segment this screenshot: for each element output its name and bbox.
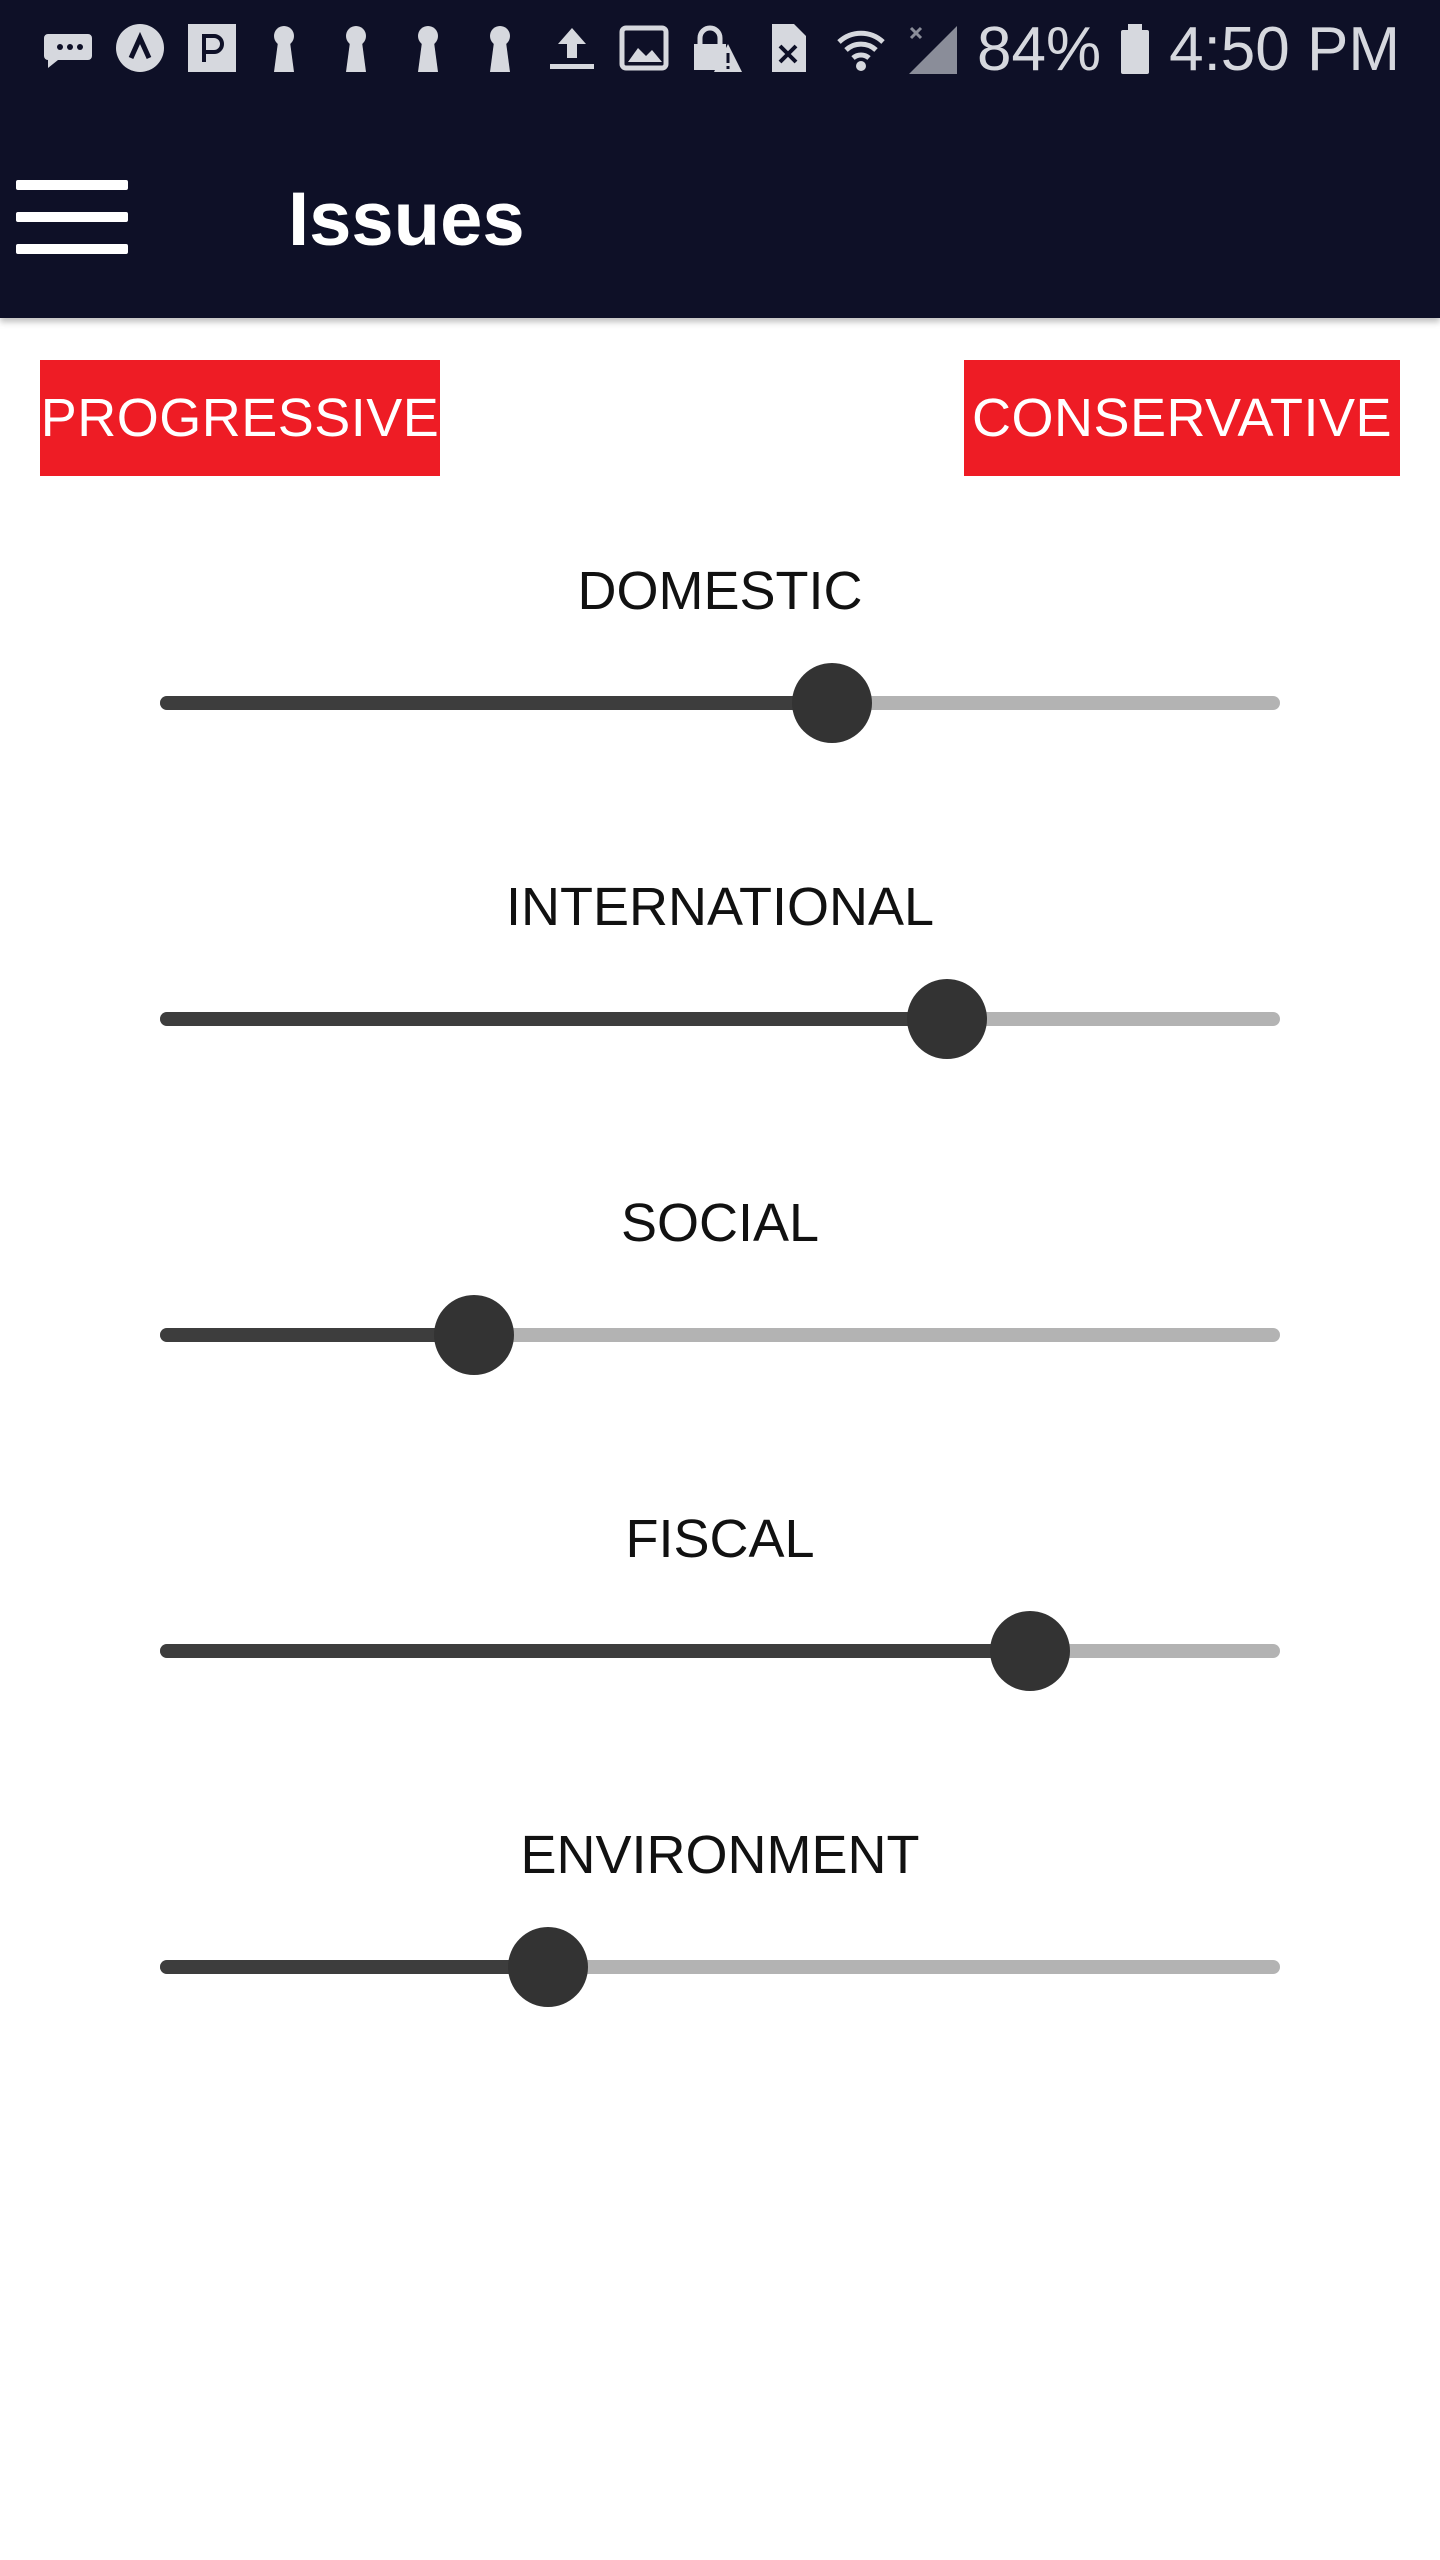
slider-thumb[interactable]: [792, 663, 872, 743]
keyhole-icon: [400, 20, 456, 76]
keyhole-icon: [256, 20, 312, 76]
slider-label: DOMESTIC: [577, 561, 863, 621]
slider-fill: [160, 696, 832, 710]
keyhole-icon: [328, 20, 384, 76]
slider-fill: [160, 1328, 474, 1342]
keyhole-icon: [472, 20, 528, 76]
slider-track[interactable]: [160, 663, 1280, 743]
slider-label: SOCIAL: [620, 1193, 820, 1253]
slider-thumb[interactable]: [990, 1611, 1071, 1691]
system-status: 84% 4:50 PM: [833, 14, 1400, 86]
slider-track[interactable]: [160, 1295, 1280, 1375]
lock-warning-icon: [688, 20, 744, 76]
conservative-button[interactable]: CONSERVATIVE: [964, 360, 1400, 476]
slider-track[interactable]: [160, 979, 1280, 1059]
app-a-icon: [112, 20, 168, 76]
image-icon: [616, 20, 672, 76]
slider-label: ENVIRONMENT: [520, 1825, 920, 1885]
page-title: Issues: [288, 177, 525, 262]
slider-fill: [160, 1012, 948, 1026]
slider-fill: [160, 1644, 1031, 1658]
file-x-icon: [760, 20, 816, 76]
progressive-button[interactable]: PROGRESSIVE: [40, 360, 440, 476]
status-bar: 84% 4:50 PM: [0, 0, 1440, 100]
upload-icon: [544, 20, 600, 76]
signal-icon: [905, 22, 961, 78]
battery-icon: [1117, 22, 1153, 78]
slider-thumb[interactable]: [433, 1295, 514, 1375]
battery-percentage: 84%: [977, 15, 1102, 84]
wifi-icon: [833, 22, 889, 78]
hamburger-menu-icon[interactable]: [16, 176, 128, 256]
top-bar: 84% 4:50 PM Issues: [0, 0, 1440, 318]
slider-fill: [160, 1960, 548, 1974]
slider-thumb[interactable]: [907, 979, 988, 1059]
notification-icons: [40, 20, 816, 76]
slider-label: INTERNATIONAL: [505, 877, 935, 937]
slider-track[interactable]: [160, 1611, 1280, 1691]
clock-time: 4:50 PM: [1169, 15, 1400, 84]
slider-thumb[interactable]: [507, 1927, 588, 2007]
slider-track[interactable]: [160, 1927, 1280, 2007]
slider-label: FISCAL: [625, 1509, 815, 1569]
app-p-icon: [184, 20, 240, 76]
messages-icon: [40, 20, 96, 76]
